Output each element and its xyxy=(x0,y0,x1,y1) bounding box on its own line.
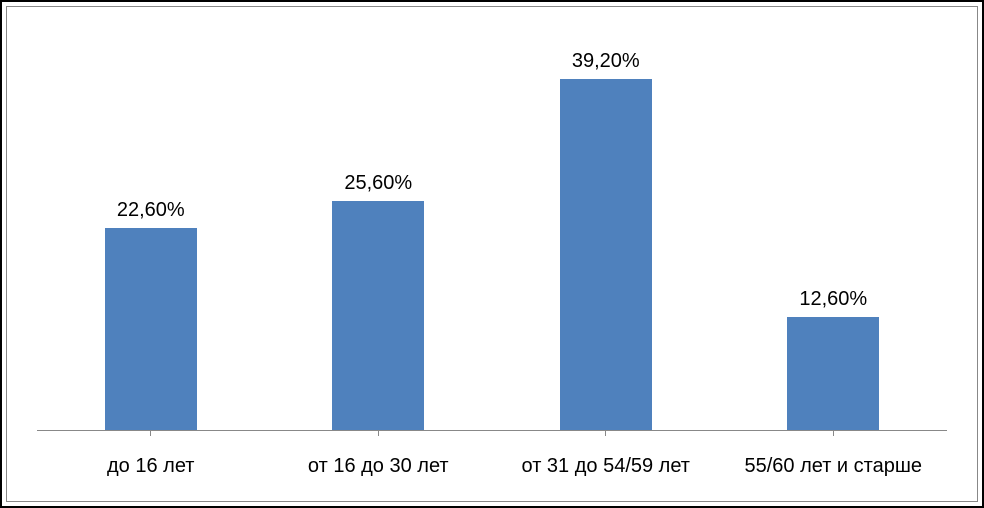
bar-value-label: 25,60% xyxy=(344,172,412,195)
bar xyxy=(332,201,424,430)
bar-value-label: 39,20% xyxy=(572,50,640,73)
plot-area: 22,60% 25,60% 39,20% 12,60% xyxy=(37,27,947,431)
bar xyxy=(787,317,879,430)
bar-group: 22,60% xyxy=(37,27,265,430)
bar-group: 39,20% xyxy=(492,27,720,430)
x-axis: до 16 лет от 16 до 30 лет от 31 до 54/59… xyxy=(37,431,947,501)
bar-group: 25,60% xyxy=(265,27,493,430)
bar-group: 12,60% xyxy=(720,27,948,430)
bar xyxy=(105,228,197,430)
bar xyxy=(560,79,652,430)
bars-container: 22,60% 25,60% 39,20% 12,60% xyxy=(37,27,947,430)
x-axis-label: от 31 до 54/59 лет xyxy=(492,455,720,478)
x-axis-label: до 16 лет xyxy=(37,455,265,478)
x-axis-label: 55/60 лет и старше xyxy=(720,455,948,478)
x-axis-label: от 16 до 30 лет xyxy=(265,455,493,478)
bar-value-label: 12,60% xyxy=(799,288,867,311)
bar-value-label: 22,60% xyxy=(117,199,185,222)
chart-inner-frame: 22,60% 25,60% 39,20% 12,60% xyxy=(6,6,978,502)
chart-outer-frame: 22,60% 25,60% 39,20% 12,60% xyxy=(0,0,984,508)
